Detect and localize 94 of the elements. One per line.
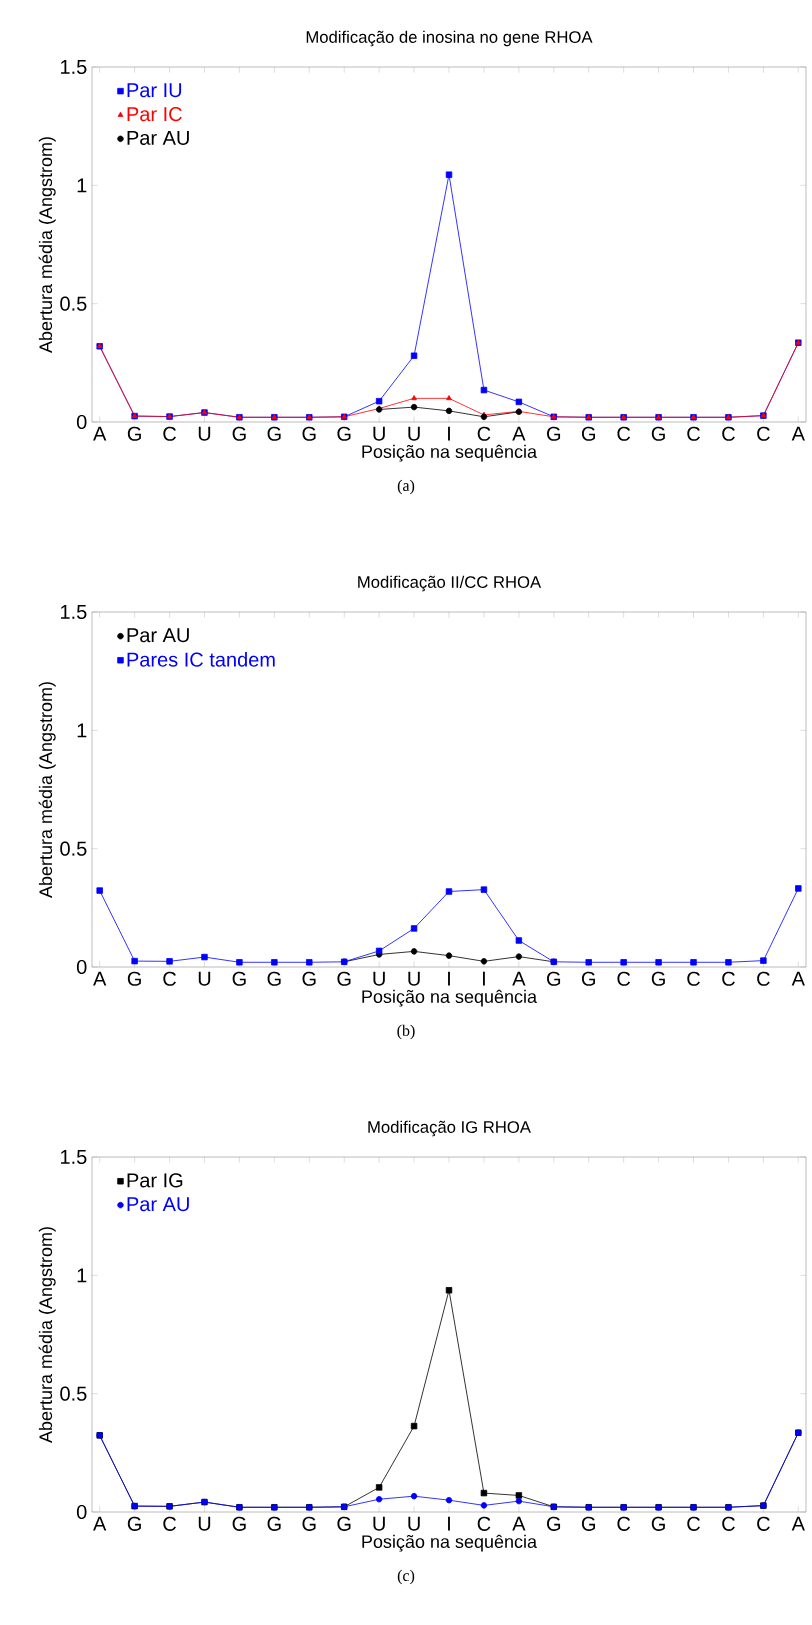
x-tick-label: I: [448, 426, 450, 441]
x-tick-label: U: [373, 971, 385, 986]
x-tick-label: U: [198, 1516, 211, 1531]
x-tick-label: G: [127, 1516, 141, 1531]
x-tick-label: C: [477, 426, 491, 441]
x-tick-label: C: [687, 1516, 700, 1531]
x-tick-label: G: [547, 426, 561, 441]
x-tick-label: G: [337, 1516, 351, 1531]
x-tick-label: G: [581, 426, 595, 441]
x-tick-label: A: [93, 971, 107, 986]
y-tick-label: 1.5: [61, 1150, 87, 1164]
x-tick-label: G: [581, 1516, 595, 1531]
x-tick-label: U: [198, 426, 211, 441]
x-tick-label: C: [687, 426, 700, 441]
chart-title: Modificação II/CC RHOA: [358, 575, 542, 592]
legend-label: Par AU: [127, 1197, 189, 1212]
x-tick-label: G: [581, 971, 595, 986]
legend-label: Par IC: [127, 107, 182, 122]
x-tick-label: U: [408, 426, 420, 441]
x-tick-label: C: [617, 971, 631, 986]
x-tick-label: G: [547, 971, 561, 986]
x-tick-label: C: [757, 426, 770, 441]
x-tick-label: G: [267, 1516, 281, 1531]
y-tick-label: 1: [77, 723, 87, 738]
x-tick-label: A: [791, 1516, 805, 1531]
y-tick-label: 1.5: [61, 60, 87, 74]
x-tick-label: C: [163, 426, 176, 441]
y-tick-label: 1: [77, 178, 87, 193]
y-tick-label: 0.5: [60, 841, 87, 856]
legend-label: Pares IC tandem: [127, 652, 275, 667]
x-tick-label: U: [198, 971, 211, 986]
x-tick-label: C: [163, 971, 176, 986]
x-tick-label: U: [408, 1516, 420, 1531]
y-tick-label: 1: [77, 1268, 87, 1283]
x-tick-label: C: [687, 971, 700, 986]
x-tick-label: G: [651, 426, 665, 441]
x-axis-title: Posição na sequência: [362, 1534, 538, 1552]
y-tick-label: 0: [76, 959, 87, 975]
y-tick-label: 0.5: [60, 296, 87, 311]
x-tick-label: U: [373, 426, 385, 441]
x-tick-label: A: [93, 1516, 107, 1531]
x-tick-label: G: [547, 1516, 561, 1531]
x-tick-label: I: [448, 1516, 450, 1531]
chart-title: Modificação IG RHOA: [368, 1120, 531, 1137]
legend-label: Par IG: [127, 1173, 183, 1188]
x-axis-title: Posição na sequência: [362, 444, 538, 462]
legend-label: Par IU: [127, 83, 182, 98]
x-tick-label: C: [722, 971, 735, 986]
x-tick-label: A: [791, 971, 805, 986]
x-tick-label: G: [232, 971, 246, 986]
x-tick-label: C: [757, 1516, 770, 1531]
x-tick-label: G: [651, 971, 665, 986]
x-tick-label: G: [302, 1516, 316, 1531]
y-axis-title: Abertura média (Angstrom): [38, 1227, 56, 1444]
y-tick-label: 0: [76, 414, 87, 430]
x-tick-label: C: [757, 971, 770, 986]
x-tick-label: C: [163, 1516, 176, 1531]
x-tick-label: C: [477, 1516, 491, 1531]
x-tick-label: A: [791, 426, 805, 441]
x-tick-label: G: [302, 426, 316, 441]
chart-title: Modificação de inosina no gene RHOA: [306, 30, 593, 47]
x-tick-label: G: [267, 426, 281, 441]
x-tick-label: G: [337, 426, 351, 441]
x-tick-label: G: [127, 426, 141, 441]
x-tick-label: G: [302, 971, 316, 986]
text: (c): [397, 1569, 415, 1585]
x-tick-label: G: [232, 426, 246, 441]
x-tick-label: U: [373, 1516, 385, 1531]
legend-label: Par AU: [127, 130, 189, 145]
text: (a): [397, 479, 415, 495]
x-tick-label: A: [512, 426, 526, 441]
x-tick-label: G: [232, 1516, 246, 1531]
x-tick-label: C: [617, 426, 631, 441]
x-tick-label: A: [512, 971, 526, 986]
x-tick-label: G: [127, 971, 141, 986]
x-tick-label: G: [337, 971, 351, 986]
x-tick-label: U: [408, 971, 420, 986]
x-tick-label: I: [448, 971, 450, 986]
y-axis-title: Abertura média (Angstrom): [38, 682, 56, 899]
y-tick-label: 1.5: [61, 605, 87, 619]
x-tick-label: C: [722, 426, 735, 441]
text: (b): [397, 1024, 415, 1040]
x-tick-label: G: [651, 1516, 665, 1531]
x-tick-label: C: [722, 1516, 735, 1531]
legend-label: Par AU: [127, 628, 189, 643]
x-tick-label: A: [512, 1516, 526, 1531]
y-axis-title: Abertura média (Angstrom): [38, 137, 56, 354]
x-tick-label: A: [93, 426, 107, 441]
y-tick-label: 0: [76, 1504, 87, 1520]
x-tick-label: I: [482, 971, 485, 986]
x-axis-title: Posição na sequência: [362, 989, 538, 1007]
x-tick-label: G: [267, 971, 281, 986]
y-tick-label: 0.5: [60, 1386, 87, 1401]
x-tick-label: C: [617, 1516, 631, 1531]
